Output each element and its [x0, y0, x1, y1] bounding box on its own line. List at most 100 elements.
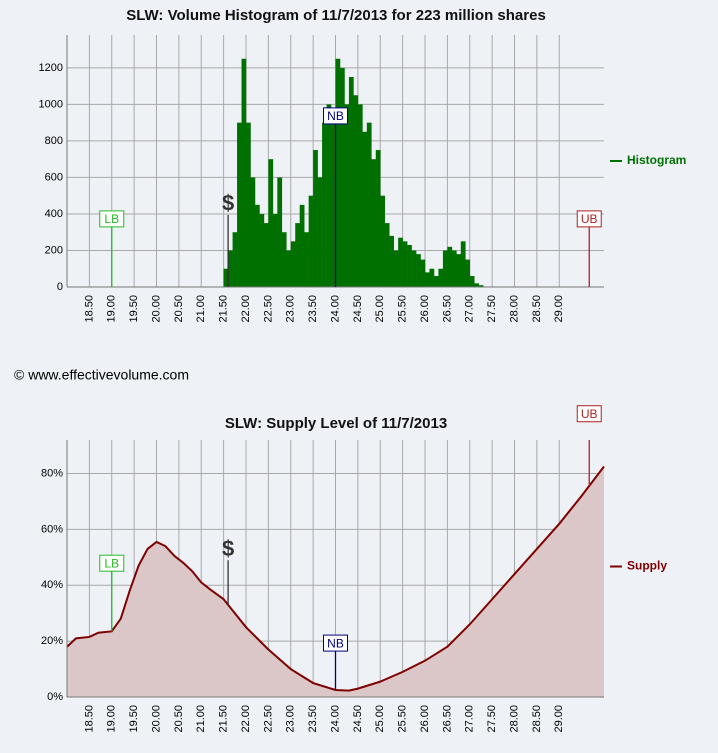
y-tick-label: 40% — [41, 579, 63, 591]
x-tick-label: 29.00 — [553, 295, 565, 323]
annotation-label: NB — [327, 109, 344, 123]
histogram-bar — [281, 232, 287, 287]
histogram-bar — [237, 122, 242, 287]
y-tick-label: 200 — [45, 244, 63, 256]
annotation-label: UB — [581, 212, 598, 226]
x-tick-label: 23.50 — [307, 295, 319, 323]
x-tick-label: 28.50 — [531, 295, 543, 323]
legend-label: Histogram — [627, 153, 686, 167]
y-tick-label: 0% — [47, 691, 63, 703]
histogram-bar — [402, 241, 408, 287]
x-tick-label: 28.00 — [508, 705, 520, 733]
chart-title: SLW: Supply Level of 11/7/2013 — [225, 415, 447, 432]
histogram-bar — [228, 250, 233, 287]
credit: © www.effectivevolume.com — [14, 367, 189, 383]
histogram-bar — [313, 150, 318, 287]
x-tick-label: 29.00 — [553, 705, 565, 733]
histogram-bar — [254, 204, 260, 287]
y-tick-label: 1000 — [39, 98, 63, 110]
histogram-bar — [339, 67, 345, 287]
annotation-label: $ — [222, 191, 234, 216]
histogram-bar — [425, 272, 430, 287]
histogram-bar — [250, 177, 256, 287]
histogram-bar — [290, 241, 296, 287]
x-tick-label: 27.50 — [486, 705, 498, 733]
legend-label: Supply — [627, 559, 667, 573]
y-tick-label: 20% — [41, 635, 63, 647]
annotation-box — [576, 210, 602, 228]
histogram-bar — [326, 104, 332, 288]
x-tick-label: 24.00 — [329, 295, 341, 323]
x-tick-label: 18.50 — [83, 295, 95, 323]
histogram-bar — [469, 276, 475, 287]
histogram-bar — [465, 259, 471, 287]
x-tick-label: 26.00 — [419, 705, 431, 733]
histogram-bar — [433, 276, 439, 287]
histogram-bar — [416, 254, 421, 287]
x-tick-label: 27.00 — [464, 705, 476, 733]
histogram-bar — [353, 95, 359, 288]
histogram-bar — [478, 285, 484, 287]
histogram-bar — [286, 250, 292, 287]
y-tick-label: 80% — [41, 467, 63, 479]
x-tick-label: 20.50 — [173, 295, 185, 323]
x-tick-label: 27.50 — [486, 295, 498, 323]
histogram-bar — [322, 122, 327, 287]
x-tick-label: 28.00 — [508, 295, 520, 323]
histogram-bar — [447, 246, 453, 287]
histogram-bar — [398, 237, 403, 287]
histogram-bar — [277, 177, 283, 287]
histogram-bar — [375, 150, 381, 287]
x-tick-label: 20.50 — [173, 705, 185, 733]
histogram-bar — [366, 122, 372, 287]
annotation-box — [323, 107, 348, 125]
histogram-bar — [268, 159, 274, 287]
histogram-bar — [263, 223, 269, 287]
x-tick-label: 23.00 — [285, 295, 297, 323]
x-tick-label: 25.50 — [397, 295, 409, 323]
annotation-label: NB — [327, 636, 344, 650]
histogram-bar — [380, 195, 386, 287]
x-tick-label: 20.00 — [150, 295, 162, 323]
histogram-bar — [304, 232, 309, 287]
histogram-bar — [246, 122, 251, 287]
x-tick-label: 26.50 — [441, 705, 453, 733]
x-tick-label: 26.00 — [419, 295, 431, 323]
x-tick-label: 24.50 — [352, 705, 364, 733]
histogram-bar — [442, 250, 448, 287]
annotation-label: UB — [581, 407, 598, 421]
annotation-box — [576, 405, 602, 423]
annotation-label: LB — [104, 212, 119, 226]
annotation-box — [99, 554, 125, 572]
x-tick-label: 21.00 — [195, 295, 207, 323]
histogram-bar — [241, 58, 247, 287]
histogram-bar — [357, 104, 363, 288]
x-tick-label: 24.00 — [329, 705, 341, 733]
x-tick-label: 19.00 — [106, 705, 118, 733]
y-tick-label: 0 — [57, 281, 63, 293]
histogram-bar — [429, 268, 435, 287]
y-tick-label: 400 — [45, 208, 63, 220]
histogram-bar — [317, 177, 323, 287]
x-tick-label: 22.00 — [240, 705, 252, 733]
x-tick-label: 18.50 — [83, 705, 95, 733]
x-tick-label: 25.00 — [374, 295, 386, 323]
x-tick-label: 22.50 — [262, 705, 274, 733]
histogram-bar — [308, 195, 314, 287]
histogram-bar — [389, 235, 394, 287]
supply-line — [66, 465, 605, 692]
x-tick-label: 21.00 — [195, 705, 207, 733]
histogram-bar — [460, 241, 466, 287]
histogram-bar — [335, 58, 341, 287]
histogram-bar — [331, 122, 336, 287]
histogram-bar — [438, 268, 444, 287]
annotation-box — [99, 210, 125, 228]
annotation-label: LB — [104, 556, 119, 570]
histogram-bar — [299, 204, 305, 287]
y-tick-label: 800 — [45, 135, 63, 147]
x-tick-label: 23.50 — [307, 705, 319, 733]
x-tick-label: 28.50 — [531, 705, 543, 733]
histogram-bar — [348, 77, 354, 287]
histogram-bar — [407, 245, 412, 287]
